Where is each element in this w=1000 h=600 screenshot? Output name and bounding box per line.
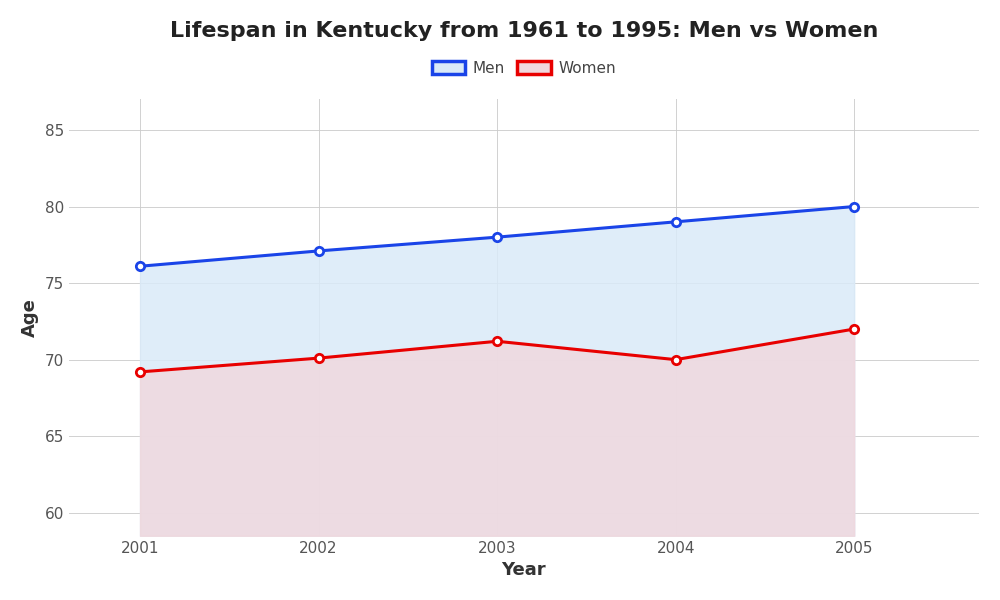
Legend: Men, Women: Men, Women xyxy=(425,55,622,82)
Y-axis label: Age: Age xyxy=(21,298,39,337)
Title: Lifespan in Kentucky from 1961 to 1995: Men vs Women: Lifespan in Kentucky from 1961 to 1995: … xyxy=(170,21,878,41)
X-axis label: Year: Year xyxy=(502,561,546,579)
